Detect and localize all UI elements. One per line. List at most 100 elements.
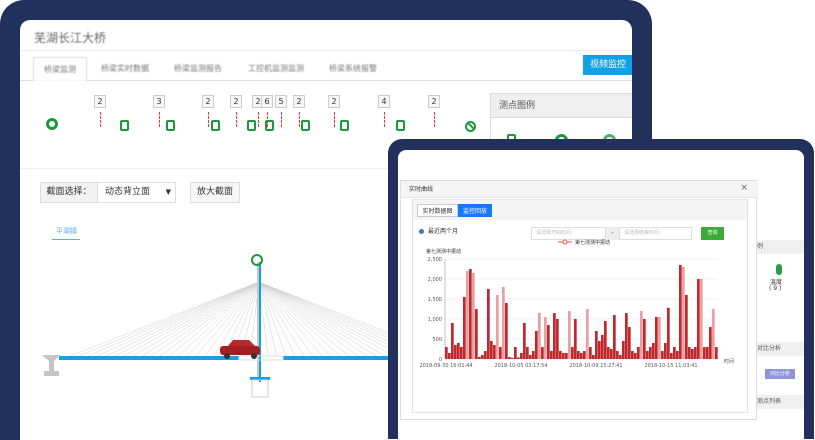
data-bar [607,347,610,359]
sensor-icon[interactable] [211,120,220,131]
piles [251,379,269,398]
sensor-icon[interactable] [247,120,256,131]
range-separator: - [606,227,619,240]
cable [258,281,368,357]
end-time-input[interactable]: 请选择结束时间 [619,227,692,240]
modal-title: 实时曲线 [401,181,758,198]
section-select[interactable]: 动态背立面 ▼ [97,182,176,203]
marker-line [100,112,101,127]
marker-count[interactable]: 2 [293,95,305,108]
sensor-icon[interactable] [301,120,310,131]
data-bar [601,335,604,359]
sensor-icon[interactable] [120,120,129,131]
radio-label: 最近两个月 [428,228,459,235]
tab-realtime-chart[interactable]: 实时数据图 [417,204,458,217]
marker-count[interactable]: 3 [153,95,165,108]
cable [222,281,260,357]
tab-ipc-monitor[interactable]: 工控机监测监测 [248,64,304,73]
cable [123,281,260,357]
cable [258,281,296,357]
compare-button[interactable]: 对比分析 [765,369,795,379]
y-axis-title: 第七测测中振动 [426,248,461,255]
tower-sensor-line [259,262,261,382]
cable [258,281,332,357]
sensor-icon[interactable] [396,120,405,131]
data-bar [565,353,568,359]
data-bar [619,355,622,359]
marker-count[interactable]: 2 [202,95,214,108]
marker-count[interactable]: 2 [428,95,440,108]
data-bar [709,327,712,359]
cable [132,281,260,357]
tab-monitor-playback[interactable]: 监控回放 [458,204,492,217]
foundation-cap [250,377,270,380]
data-bar [559,351,562,359]
data-bar [547,325,550,359]
data-bar [466,271,469,359]
tab-bridge-monitor[interactable]: 桥梁监测 [33,57,87,81]
data-bar [700,279,703,359]
sensor-icon[interactable] [166,120,175,131]
sensor-label: 温度 [770,279,783,286]
sensor-icon[interactable] [340,120,349,131]
data-bar [586,309,589,359]
marker-count[interactable]: 6 [261,95,273,108]
tab-system-alarm[interactable]: 桥梁系统报警 [329,64,377,73]
cable [87,281,260,357]
data-bar [577,351,580,359]
marker-count[interactable]: 2 [94,95,106,108]
query-button[interactable]: 查询 [701,227,724,240]
radio-button[interactable] [419,229,424,234]
page-title: 芜湖长江大桥 [34,31,107,45]
y-tick-label: 2,500 [428,257,442,263]
prohibited-icon[interactable] [465,121,476,132]
marker-count[interactable]: 5 [275,95,287,108]
data-bar [628,327,631,359]
cable [258,281,359,357]
cable [195,281,260,357]
temperature-sensor-icon[interactable] [776,264,782,275]
dropdown-arrow-icon: ▼ [165,188,171,196]
sensor-circle-icon[interactable] [46,118,58,130]
data-bar [715,347,718,359]
marker-line [334,112,335,127]
data-bar [523,323,526,359]
start-time-input[interactable]: 请选择开始时间 [531,227,606,240]
data-bar [643,319,646,359]
sensor-icon[interactable] [265,120,274,131]
data-bar [625,313,628,359]
data-bar [463,297,466,359]
marker-count[interactable]: 2 [328,95,340,108]
marker-count[interactable]: 2 [230,95,242,108]
cable [258,281,314,357]
close-icon[interactable]: × [740,183,748,193]
data-bar [673,347,676,359]
data-bar [637,347,640,359]
cable [258,281,386,357]
data-bar [562,353,565,359]
data-bar [481,355,484,359]
data-bar [472,273,475,359]
data-bar [655,317,658,359]
realtime-curve-modal: 实时曲线 × 实时数据图 监控回放 最近两个月 请选择开始时间 - 请选择结束时… [400,180,758,420]
bridge-elevation [42,254,449,398]
marker-line [267,112,268,127]
zoom-section-button[interactable]: 放大截面 [190,182,240,203]
data-bar [706,347,709,359]
video-monitor-button[interactable]: 视频监控 [583,55,632,75]
x-tick-label: 2018-10-09 15:27:41 [569,363,622,369]
cable [114,281,260,357]
tab-monitor-report[interactable]: 桥梁监测报告 [174,64,222,73]
data-bar [529,355,532,359]
data-bar [568,311,571,359]
x-axis-title: 时间 [724,358,734,365]
data-bar [694,347,697,359]
cable [258,281,305,357]
tab-realtime-data[interactable]: 桥梁实时数据 [101,64,149,73]
data-bar [622,341,625,359]
deck-right [283,356,413,360]
divider [20,168,632,169]
data-bar [661,351,664,359]
marker-count[interactable]: 4 [378,95,390,108]
data-bar [457,343,460,359]
